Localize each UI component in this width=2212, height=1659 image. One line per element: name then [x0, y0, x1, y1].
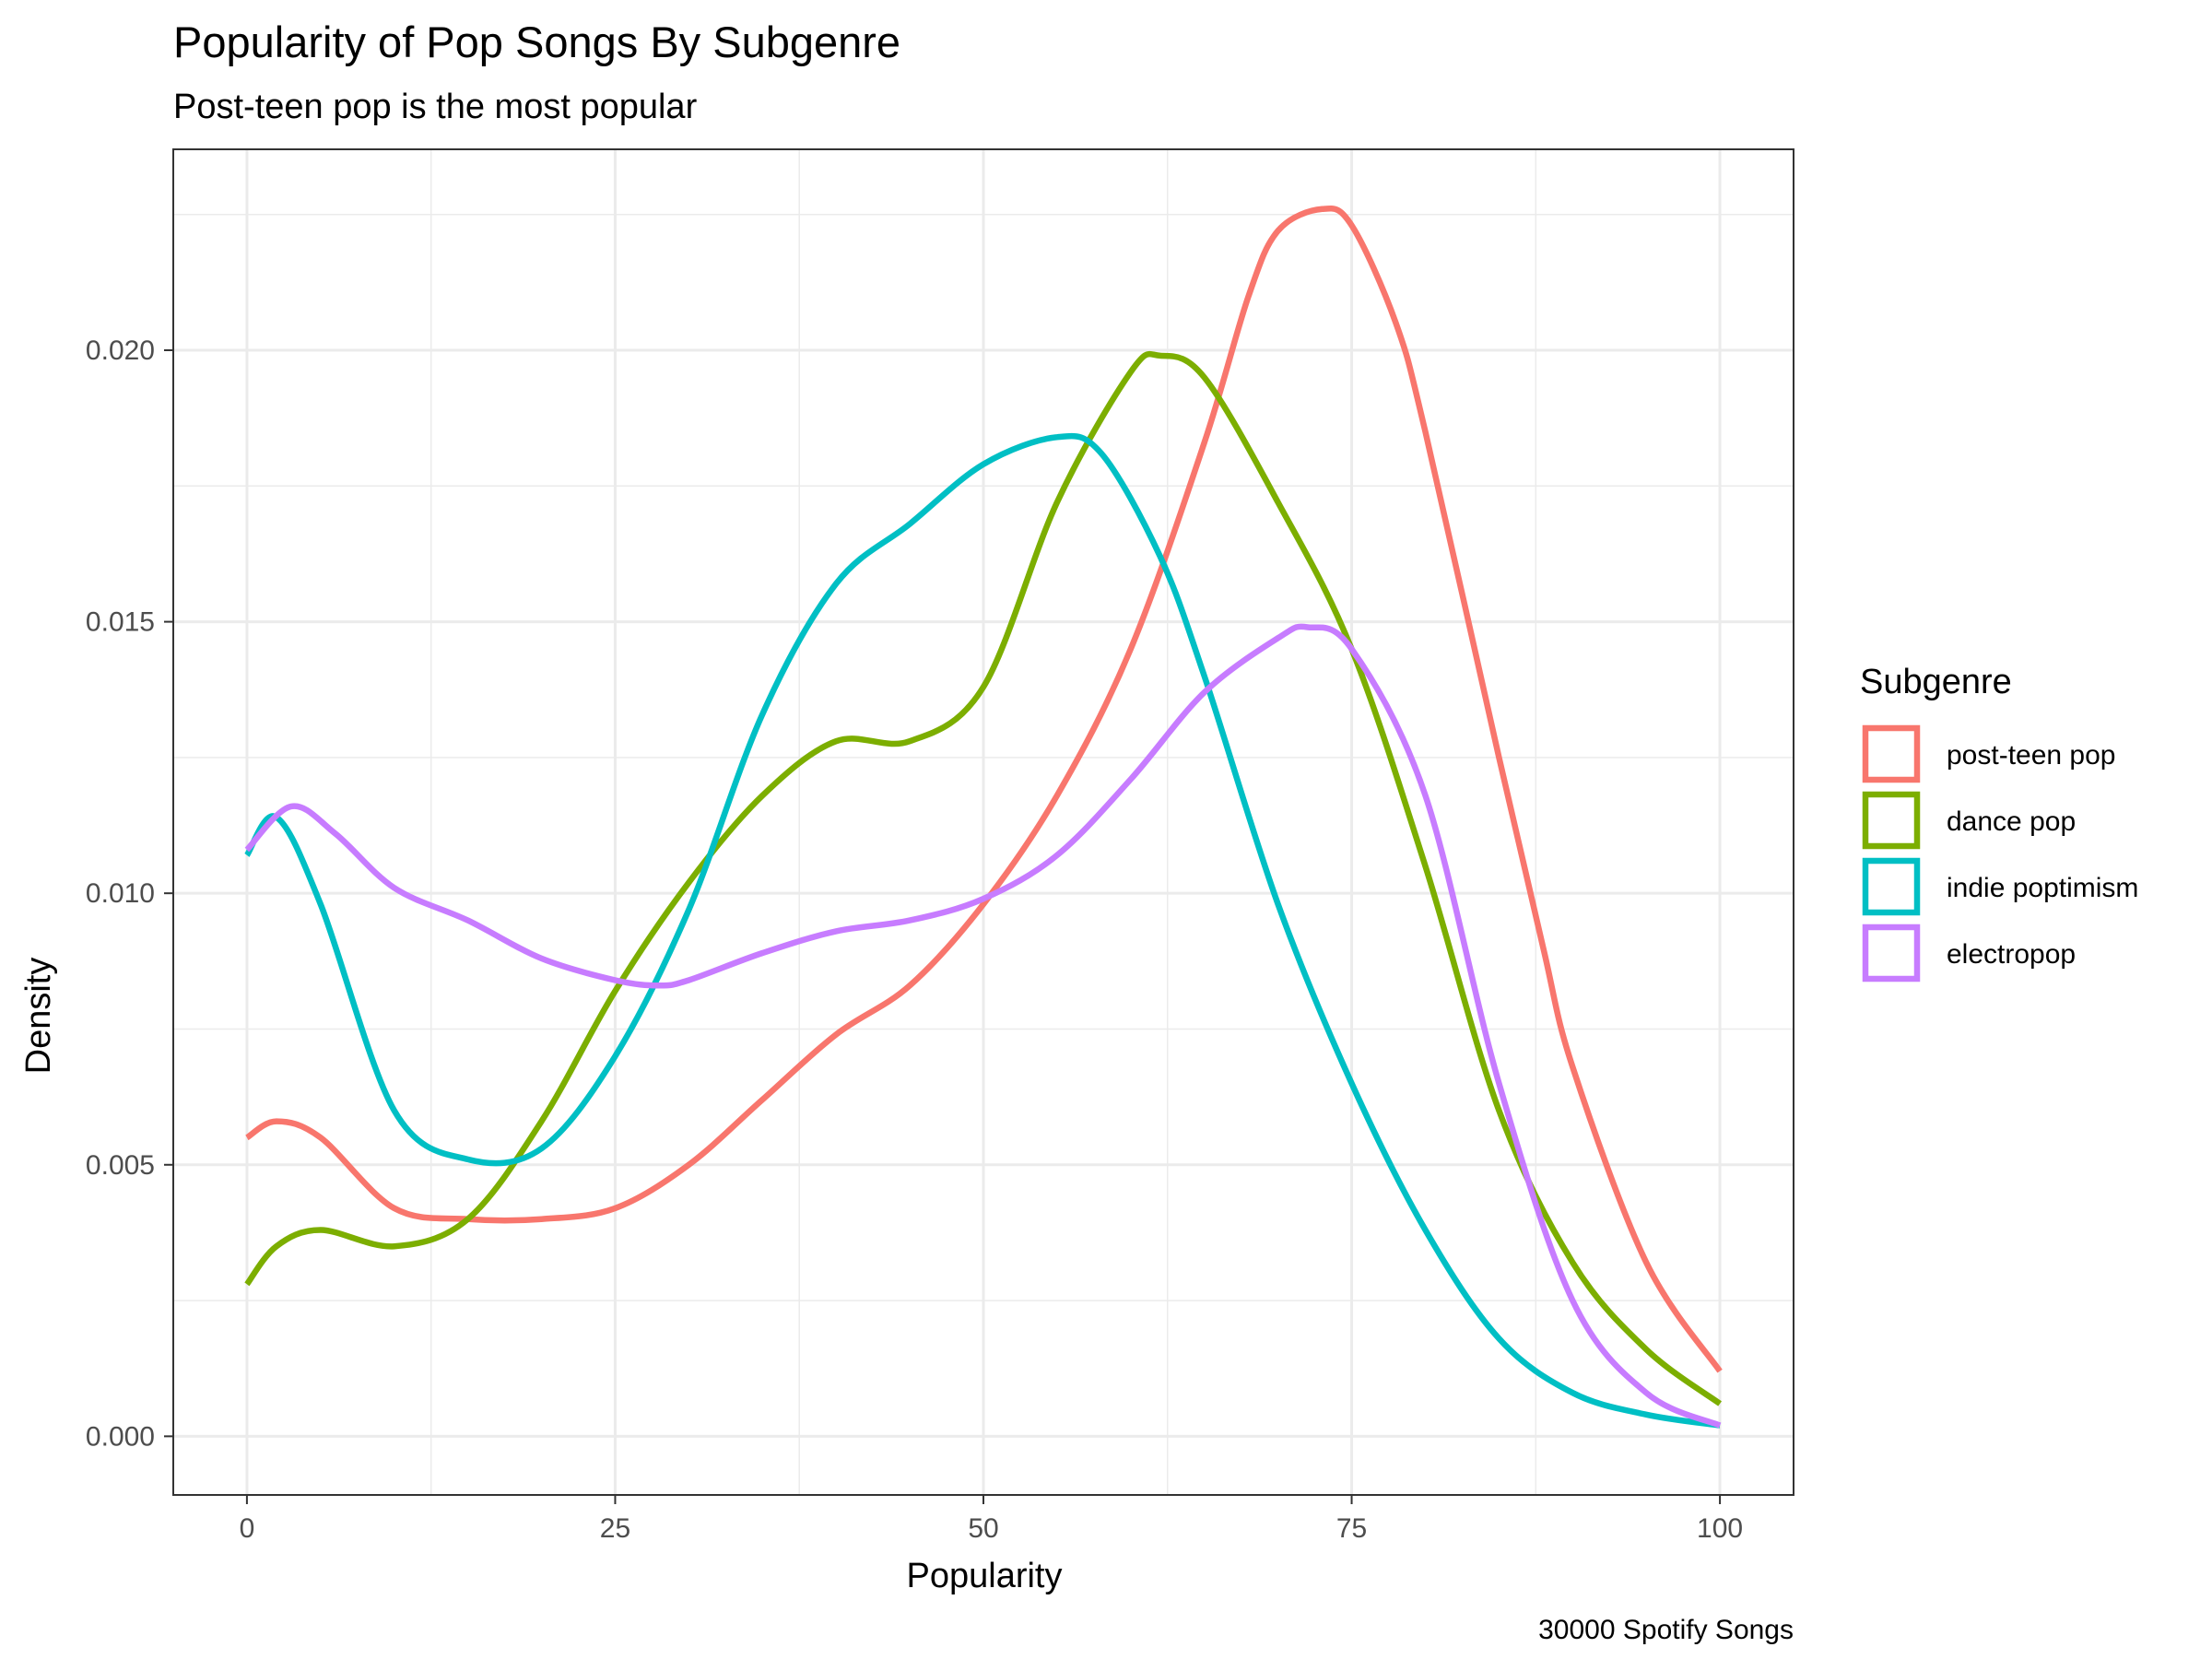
legend-key-electropop: [1862, 924, 1921, 982]
legend-items: post-teen pop dance pop indie poptimism ele…: [1862, 724, 2138, 982]
x-tick-label: 25: [600, 1513, 630, 1544]
legend-label: indie poptimism: [1947, 873, 2138, 903]
plot-panel: [172, 148, 1794, 1496]
x-tick-label: 50: [968, 1513, 998, 1544]
legend-key-dance-pop: [1862, 791, 1921, 850]
legend: Subgenre post-teen pop dance pop indie pop…: [1860, 663, 2138, 982]
x-axis-title: Popularity: [907, 1557, 1063, 1595]
series-line-indie-poptimism: [244, 432, 1721, 1429]
legend-item-electropop: electropop: [1862, 924, 2076, 982]
series-line-electropop: [244, 623, 1722, 1429]
y-axis-title: Density: [19, 958, 58, 1075]
x-tick-label: 0: [240, 1513, 255, 1544]
chart-subtitle: Post-teen pop is the most popular: [173, 88, 698, 126]
legend-label: electropop: [1947, 939, 2076, 970]
x-axis: 0 25 50 75 100: [240, 1495, 1743, 1544]
legend-label: dance pop: [1947, 806, 2076, 837]
series-lines: [244, 206, 1723, 1429]
chart-caption: 30000 Spotify Songs: [1538, 1615, 1794, 1645]
legend-item-indie-poptimism: indie poptimism: [1862, 857, 2138, 916]
y-axis: 0.000 0.005 0.010 0.015 0.020: [86, 335, 173, 1452]
y-tick-label: 0.020: [86, 335, 155, 366]
x-tick-label: 100: [1697, 1513, 1743, 1544]
legend-key-post-teen-pop: [1862, 724, 1921, 783]
series-line-dance-pop: [244, 350, 1723, 1406]
y-tick-label: 0.015: [86, 607, 155, 638]
y-tick-label: 0.000: [86, 1421, 155, 1452]
y-tick-label: 0.005: [86, 1150, 155, 1181]
y-tick-label: 0.010: [86, 878, 155, 909]
legend-key-indie-poptimism: [1862, 857, 1921, 916]
legend-title: Subgenre: [1860, 663, 2012, 701]
legend-item-dance-pop: dance pop: [1862, 791, 2076, 850]
legend-label: post-teen pop: [1947, 740, 2115, 771]
major-gridlines: [173, 149, 1794, 1495]
chart-title: Popularity of Pop Songs By Subgenre: [173, 18, 900, 66]
x-tick-label: 75: [1336, 1513, 1367, 1544]
legend-item-post-teen-pop: post-teen pop: [1862, 724, 2115, 783]
